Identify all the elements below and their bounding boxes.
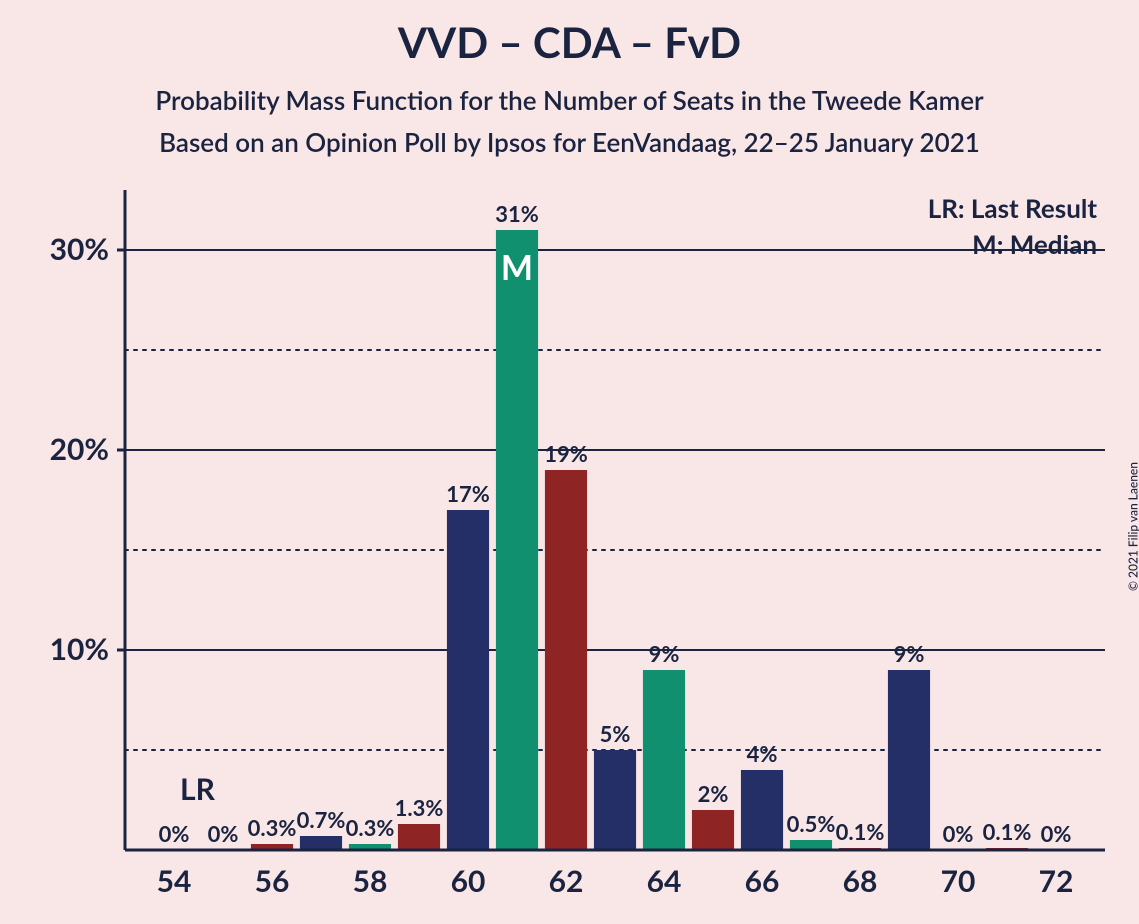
x-tick-label: 66 — [745, 863, 780, 899]
x-tick-label: 56 — [255, 863, 290, 899]
chart-subtitle-2: Based on an Opinion Poll by Ipsos for Ee… — [159, 126, 980, 158]
x-tick-label: 70 — [941, 863, 976, 899]
chart-title: VVD – CDA – FvD — [397, 17, 741, 67]
bar — [545, 470, 587, 850]
bar-value-label: 0.3% — [346, 814, 395, 841]
x-tick-label: 72 — [1039, 863, 1074, 899]
bar-value-label: 4% — [747, 740, 778, 767]
bar — [643, 670, 685, 850]
copyright-text: © 2021 Filip van Laenen — [1126, 462, 1139, 591]
bar-value-label: 5% — [600, 720, 631, 747]
bar-value-label: 0% — [159, 820, 190, 847]
bar — [496, 230, 538, 850]
y-tick-label: 30% — [50, 231, 109, 267]
bar-value-label: 0.1% — [983, 818, 1032, 845]
bar — [398, 824, 440, 850]
bar — [692, 810, 734, 850]
x-tick-label: 54 — [157, 863, 192, 899]
legend-m: M: Median — [972, 228, 1097, 260]
bar — [888, 670, 930, 850]
y-tick-label: 20% — [50, 431, 109, 467]
x-tick-label: 60 — [451, 863, 486, 899]
bar-value-label: 1.3% — [395, 794, 444, 821]
bar-value-label: 0.5% — [787, 810, 836, 837]
bar — [300, 836, 342, 850]
x-tick-label: 58 — [353, 863, 388, 899]
bar-value-label: 0.1% — [836, 818, 885, 845]
bar-value-label: 0% — [208, 820, 239, 847]
bar — [594, 750, 636, 850]
bar — [447, 510, 489, 850]
x-tick-label: 62 — [549, 863, 584, 899]
bar-value-label: 0.3% — [248, 814, 297, 841]
y-tick-label: 10% — [50, 631, 109, 667]
bar-value-label: 0% — [943, 820, 974, 847]
chart-container: VVD – CDA – FvD Probability Mass Function… — [0, 0, 1139, 924]
bar-value-label: 0% — [1041, 820, 1072, 847]
x-tick-label: 68 — [843, 863, 878, 899]
median-marker: M — [501, 247, 533, 288]
bar-value-label: 9% — [649, 640, 680, 667]
bar-value-label: 9% — [894, 640, 925, 667]
bar — [741, 770, 783, 850]
chart-svg: VVD – CDA – FvD Probability Mass Function… — [0, 0, 1139, 924]
bar-value-label: 31% — [495, 200, 539, 227]
lr-marker: LR — [180, 771, 216, 807]
bar-value-label: 2% — [698, 780, 729, 807]
chart-subtitle-1: Probability Mass Function for the Number… — [155, 84, 984, 116]
x-tick-label: 64 — [647, 863, 682, 899]
bar-value-label: 17% — [446, 480, 490, 507]
bar-value-label: 19% — [544, 440, 588, 467]
legend-lr: LR: Last Result — [928, 192, 1098, 224]
bar-value-label: 0.7% — [297, 806, 346, 833]
